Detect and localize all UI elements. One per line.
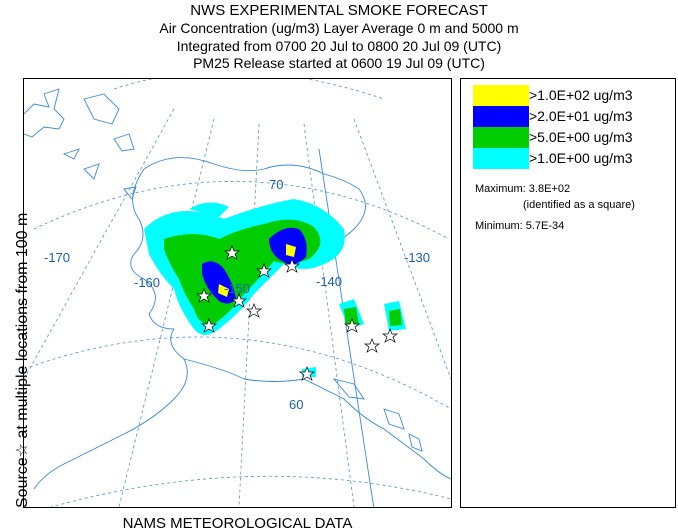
legend-swatch-level1 bbox=[473, 85, 529, 106]
contour-level1-east bbox=[286, 244, 296, 257]
coast-island-f bbox=[383, 408, 405, 430]
coast-siberia bbox=[24, 88, 65, 138]
latitude-line-60 bbox=[24, 336, 451, 410]
source-star bbox=[223, 245, 241, 260]
coast-island-a bbox=[113, 133, 135, 152]
footer-data-source: NAMS METEOROLOGICAL DATA bbox=[122, 515, 353, 532]
legend-item-level3: >5.0E+00 ug/m3 bbox=[473, 127, 673, 148]
source-star bbox=[230, 293, 248, 308]
subtitle-concentration: Air Concentration (ug/m3) Layer Average … bbox=[159, 20, 519, 36]
contour-level1-west bbox=[218, 284, 229, 297]
map-panel: -170 -160 -150 -140 -130 70 60 bbox=[23, 78, 452, 508]
coast-island-b bbox=[83, 163, 100, 180]
subtitle-integration-period: Integrated from 0700 20 Jul to 0800 20 J… bbox=[176, 38, 502, 54]
coast-southwest bbox=[33, 328, 188, 490]
label-lon-170: -170 bbox=[44, 250, 70, 265]
coast-west-alaska bbox=[130, 168, 175, 330]
legend-panel: >1.0E+02 ug/m3 >2.0E+01 ug/m3 >5.0E+00 u… bbox=[460, 78, 676, 508]
coast-island-d bbox=[123, 186, 137, 200]
source-sidebar: Source☆ at multiple locations from 100 m bbox=[2, 78, 31, 508]
contour-level4-north bbox=[189, 202, 229, 217]
coastlines bbox=[24, 88, 451, 507]
map-canvas: -170 -160 -150 -140 -130 70 60 bbox=[24, 79, 451, 507]
latitude-line-70 bbox=[33, 181, 450, 240]
meridian-line-130 bbox=[353, 118, 451, 380]
latitude-line-75 bbox=[113, 79, 385, 100]
label-lon-160: -160 bbox=[134, 275, 160, 290]
legend-label-level2: >2.0E+01 ug/m3 bbox=[529, 108, 633, 124]
legend-label-level1: >1.0E+02 ug/m3 bbox=[529, 87, 633, 103]
graticule-labels: -170 -160 -150 -140 -130 70 60 bbox=[44, 177, 430, 412]
source-star bbox=[255, 263, 273, 278]
meridian-line-160 bbox=[118, 118, 215, 507]
legend-item-level4: >1.0E+00 ug/m3 bbox=[473, 148, 673, 169]
legend-minimum: Minimum: 5.7E-34 bbox=[475, 220, 565, 232]
latitude-line-55 bbox=[49, 475, 451, 507]
source-star bbox=[200, 318, 218, 333]
border-alaska-canada bbox=[318, 148, 375, 507]
label-lat-70: 70 bbox=[269, 177, 283, 192]
source-star bbox=[283, 258, 301, 273]
coast-wrangel-island bbox=[83, 93, 120, 125]
source-star bbox=[245, 303, 263, 318]
source-star bbox=[381, 328, 399, 343]
legend-maximum-note: (identified as a square) bbox=[523, 199, 635, 211]
legend-item-level2: >2.0E+01 ug/m3 bbox=[473, 106, 673, 127]
coast-island-e bbox=[332, 378, 365, 400]
source-star bbox=[195, 288, 213, 303]
graticule bbox=[24, 79, 451, 507]
legend-item-level1: >1.0E+02 ug/m3 bbox=[473, 85, 673, 106]
source-star bbox=[343, 318, 361, 333]
legend-label-level3: >5.0E+00 ug/m3 bbox=[529, 129, 633, 145]
coast-island-g bbox=[408, 433, 423, 452]
coast-north-slope bbox=[143, 157, 366, 243]
label-lon-140: -140 bbox=[316, 274, 342, 289]
subtitle-release-time: PM25 Release started at 0600 19 Jul 09 (… bbox=[193, 55, 485, 71]
legend-label-level4: >1.0E+00 ug/m3 bbox=[529, 150, 633, 166]
meridian-line-150 bbox=[238, 123, 260, 507]
coast-island-c bbox=[62, 148, 80, 160]
source-markers bbox=[195, 245, 399, 381]
chart-title: NWS EXPERIMENTAL SMOKE FORECAST bbox=[190, 2, 488, 19]
meridian-line-140 bbox=[303, 123, 355, 507]
source-star bbox=[363, 338, 381, 353]
label-lon-130: -130 bbox=[404, 250, 430, 265]
label-lat-60: 60 bbox=[289, 397, 303, 412]
legend-maximum: Maximum: 3.8E+02 bbox=[475, 183, 571, 195]
contour-level3-east-a bbox=[344, 307, 359, 325]
legend-swatch-level4 bbox=[473, 148, 529, 169]
smoke-plume bbox=[144, 199, 406, 377]
label-lon-150: -150 bbox=[224, 281, 250, 296]
source-star bbox=[298, 366, 316, 381]
legend-swatch-level3 bbox=[473, 127, 529, 148]
contour-level3-east-b bbox=[389, 309, 402, 326]
legend-swatch-level2 bbox=[473, 106, 529, 127]
coast-gulf bbox=[183, 358, 451, 480]
